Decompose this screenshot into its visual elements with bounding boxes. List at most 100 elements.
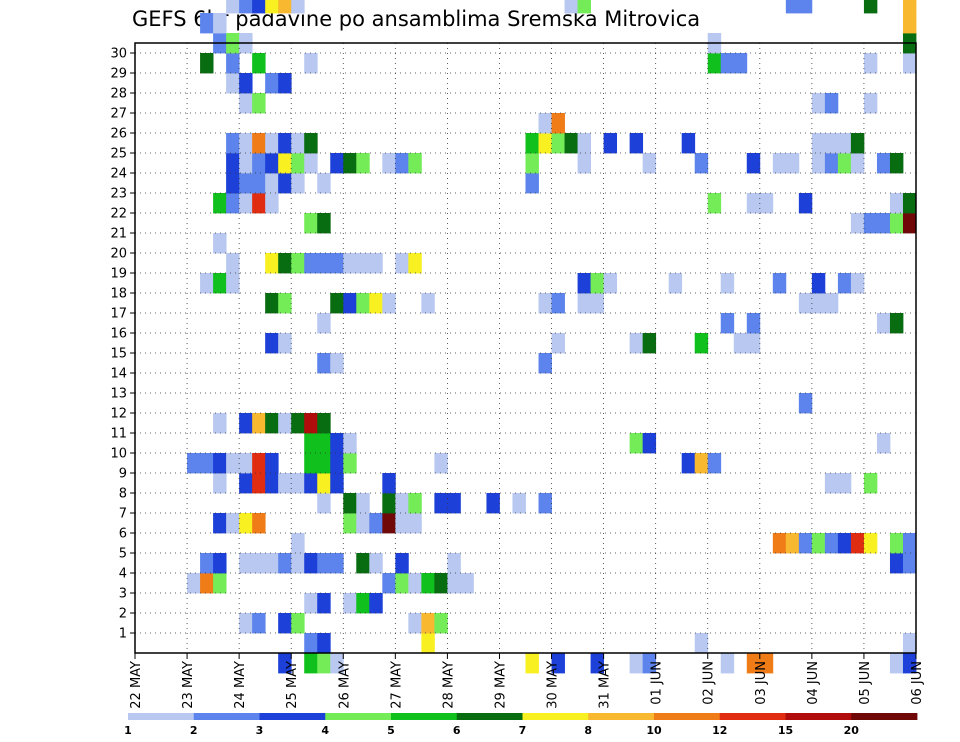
heatmap-cell [434,573,448,594]
heatmap-cell [356,153,370,174]
heatmap-cell [863,0,878,14]
heatmap-cell [265,253,279,274]
heatmap-cell [395,153,409,174]
grid-lines [135,43,916,653]
heatmap-cell [330,253,344,274]
heatmap-cell [187,573,201,594]
plot-frame [134,42,917,654]
heatmap-cell [213,233,227,254]
heatmap-cell [278,253,292,274]
heatmap-cell [317,453,331,474]
heatmap-cell [369,553,383,574]
heatmap-cell [642,433,657,454]
heatmap-cell [525,133,539,154]
heatmap-cell [434,453,448,474]
heatmap-cell [200,553,214,574]
heatmap-cell [902,533,917,554]
heatmap-cell [278,333,292,354]
heatmap-cell [811,133,826,154]
heatmap-cell [876,313,891,334]
heatmap-cell [486,493,500,514]
heatmap-cell [356,513,370,534]
y-tick-label: 5 [119,547,127,562]
heatmap-cell [317,553,331,574]
heatmap-cell [317,253,331,274]
heatmap-cell [239,473,253,494]
heatmap-cell [304,653,318,674]
heatmap-cell [902,13,917,34]
y-tick-label: 29 [110,67,127,82]
heatmap-cell [382,153,396,174]
heatmap-cell [551,133,565,154]
heatmap-cell [629,433,644,454]
heatmap-cell [902,0,917,14]
heatmap-cell [265,453,279,474]
heatmap-cell [265,133,279,154]
heatmap-cell [408,253,422,274]
heatmap-cell [252,613,266,634]
colorbar-tick-label: 1 [124,724,132,737]
heatmap-cell [226,153,240,174]
colorbar-swatch [588,713,655,720]
heatmap-cell [863,93,878,114]
heatmap-cell [746,153,761,174]
heatmap-cell [278,73,292,94]
y-tick-label: 1 [119,627,127,642]
heatmap-cell [304,213,318,234]
heatmap-cell [395,553,409,574]
y-tick-label: 18 [110,287,127,302]
heatmap-cell [772,153,787,174]
y-tick-label: 16 [110,327,127,342]
heatmap-cell [434,613,448,634]
x-tick-label: 29 MAY [493,661,508,709]
heatmap-cell [252,0,266,14]
heatmap-cell [694,153,709,174]
y-tick-label: 30 [110,47,127,62]
heatmap-cell [785,0,800,14]
heatmap-cell [265,153,279,174]
heatmap-cell [317,213,331,234]
heatmap-cell [590,653,604,674]
heatmap-cell [733,333,748,354]
heatmap-cell [213,273,227,294]
heatmap-cell [759,193,774,214]
heatmap-cell [746,333,761,354]
heatmap-cell [226,73,240,94]
heatmap-cell [785,533,800,554]
colorbar-swatch [654,713,721,720]
heatmap-cell [278,413,292,434]
x-tick-label: 03 JUN [754,661,769,705]
heatmap-cell [694,453,709,474]
y-tick-label: 17 [110,307,127,322]
heatmap-cell [226,53,240,74]
heatmap-cell [278,153,292,174]
heatmap-cell [837,273,852,294]
heatmap-cell [707,53,722,74]
heatmap-cell [369,293,383,314]
heatmap-cell [291,153,305,174]
heatmap-cells [187,0,917,674]
heatmap-cell [642,153,657,174]
heatmap-cell [824,93,839,114]
heatmap-cell [330,653,344,674]
heatmap-cell [434,493,448,514]
heatmap-cell [343,493,357,514]
heatmap-cell [239,193,253,214]
heatmap-cell [304,433,318,454]
heatmap-cell [421,573,435,594]
heatmap-cell [291,553,305,574]
heatmap-cell [746,313,761,334]
heatmap-cell [239,173,253,194]
heatmap-cell [343,433,357,454]
heatmap-cell [837,153,852,174]
heatmap-cell [239,613,253,634]
heatmap-cell [213,413,227,434]
heatmap-cell [603,133,618,154]
y-tick-label: 13 [110,387,127,402]
heatmap-cell [850,133,865,154]
heatmap-cell [382,293,396,314]
heatmap-cell [265,333,279,354]
heatmap-cell [421,613,435,634]
heatmap-cell [252,413,266,434]
heatmap-cell [278,133,292,154]
